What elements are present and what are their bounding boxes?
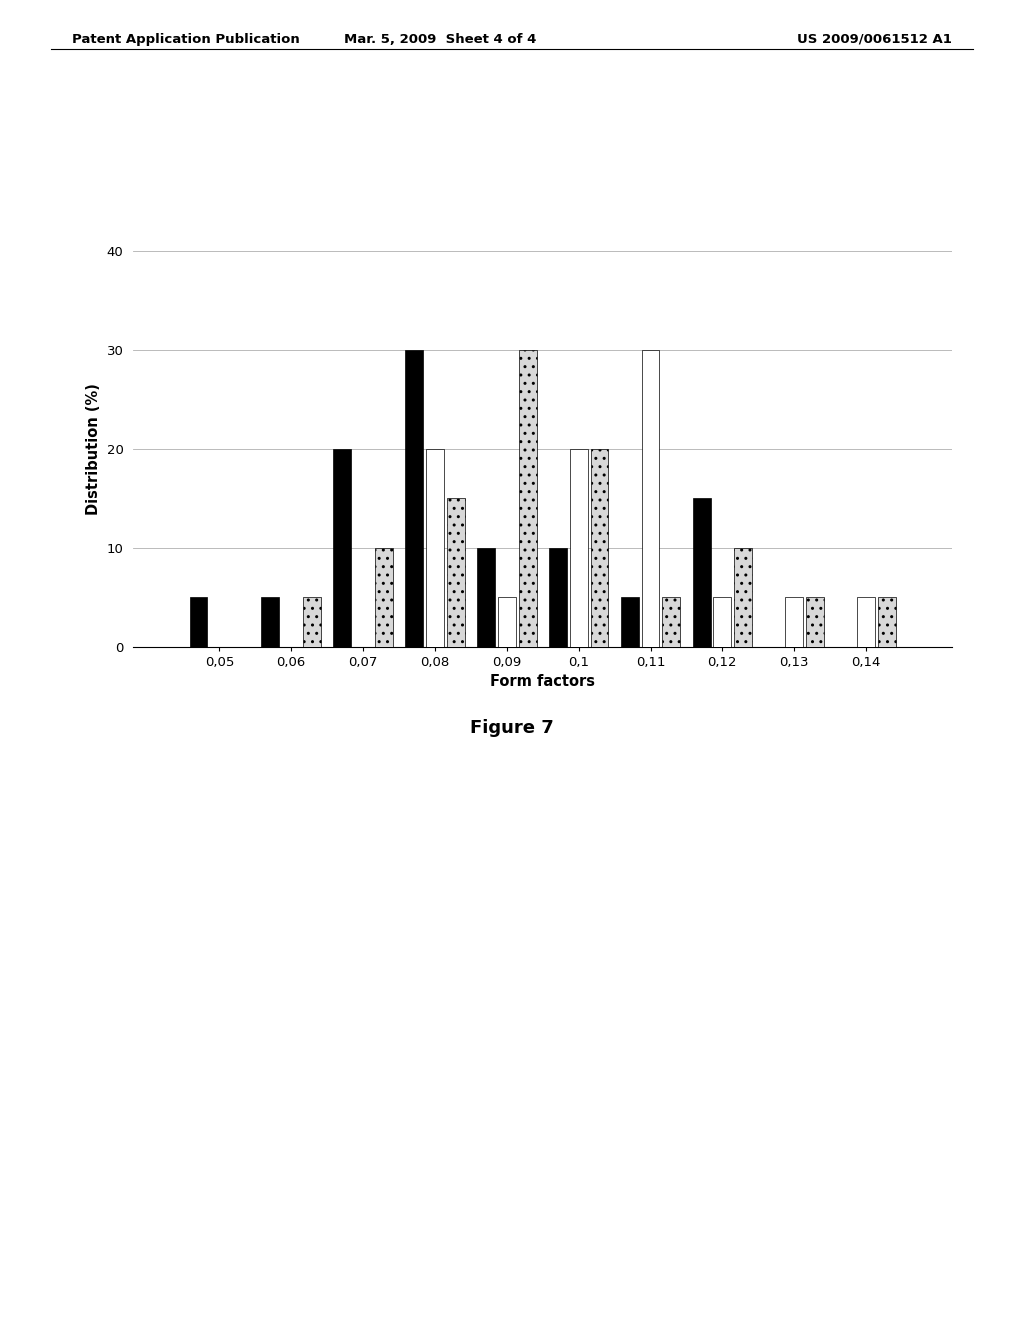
Bar [878,597,896,647]
Bar [518,350,537,647]
Bar [714,597,731,647]
Bar [641,350,659,647]
Bar [189,597,208,647]
Bar [375,548,393,647]
Text: US 2009/0061512 A1: US 2009/0061512 A1 [798,33,952,46]
Bar [663,597,680,647]
Text: Mar. 5, 2009  Sheet 4 of 4: Mar. 5, 2009 Sheet 4 of 4 [344,33,537,46]
Bar [569,449,588,647]
Bar [446,498,465,647]
Bar [333,449,351,647]
Y-axis label: Distribution (%): Distribution (%) [86,383,101,515]
Bar [477,548,495,647]
Bar [692,498,711,647]
Text: Figure 7: Figure 7 [470,719,554,738]
Bar [785,597,803,647]
Bar [549,548,567,647]
Bar [806,597,824,647]
Bar [621,597,639,647]
Bar [498,597,516,647]
Bar [406,350,423,647]
X-axis label: Form factors: Form factors [490,675,595,689]
Bar [857,597,876,647]
Bar [591,449,608,647]
Bar [303,597,322,647]
Bar [426,449,444,647]
Text: Patent Application Publication: Patent Application Publication [72,33,299,46]
Bar [734,548,753,647]
Bar [261,597,280,647]
